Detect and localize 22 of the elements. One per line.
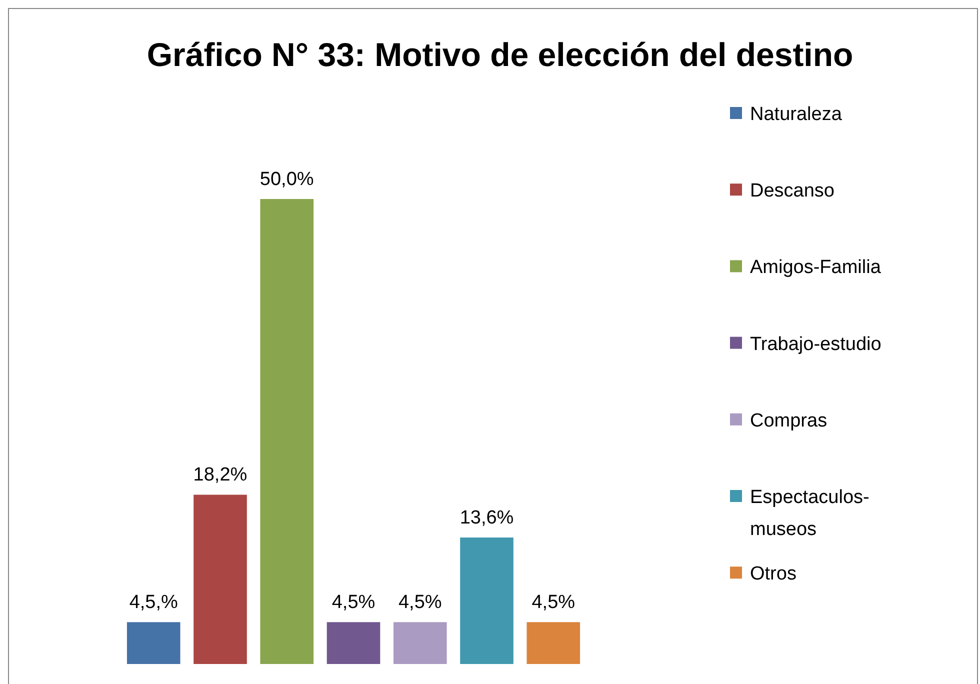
chart-title: Gráfico N° 33: Motivo de elección del destino xyxy=(146,36,854,73)
legend-label: Trabajo-estudio xyxy=(750,334,882,355)
bar xyxy=(393,622,447,664)
data-label: 13,6% xyxy=(460,508,514,529)
legend-label: Descanso xyxy=(750,180,834,202)
bar xyxy=(194,494,247,664)
data-label: 18,2% xyxy=(193,464,248,486)
data-label: 4,5,% xyxy=(129,592,178,614)
data-label: 4,5% xyxy=(532,592,576,614)
data-label: 4,5% xyxy=(332,592,376,614)
legend-label: Naturaleza xyxy=(750,104,842,125)
bar xyxy=(460,538,514,664)
legend-label: Amigos-Familia xyxy=(750,257,882,278)
bar xyxy=(126,622,180,664)
legend-label: Otros xyxy=(750,564,796,585)
bar xyxy=(326,622,380,664)
bar xyxy=(260,199,314,664)
legend-label: Espectaculos-museos xyxy=(750,487,870,540)
data-label: 4,5% xyxy=(398,592,442,614)
bar xyxy=(526,622,580,664)
legend-label: Compras xyxy=(750,410,828,432)
data-label: 50,0% xyxy=(260,169,314,190)
